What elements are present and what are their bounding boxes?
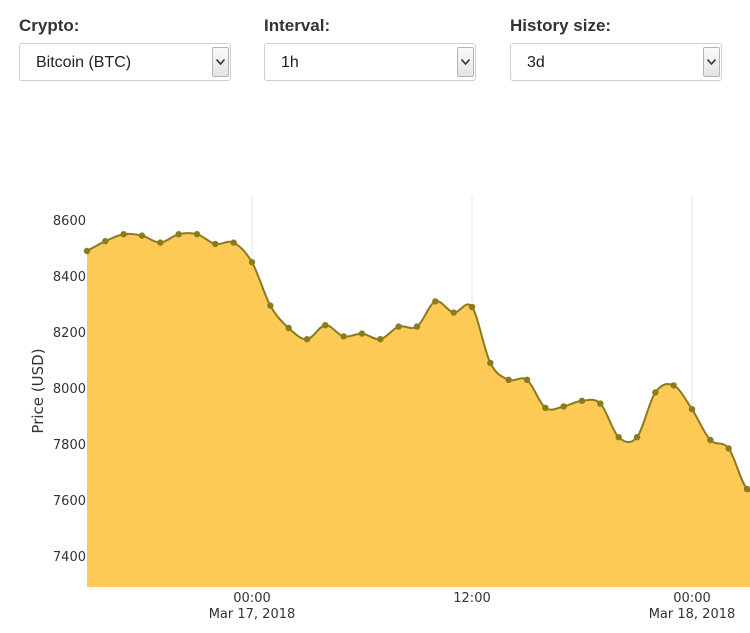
data-point — [120, 231, 127, 238]
x-tick-label: 12:00 — [453, 591, 490, 606]
data-point — [413, 323, 421, 330]
data-point — [248, 259, 256, 266]
data-point — [450, 309, 457, 316]
y-tick-label: 8000 — [53, 382, 86, 397]
data-point — [432, 298, 439, 305]
price-area — [87, 233, 750, 587]
interval-select-value: 1h — [281, 54, 299, 71]
y-tick-label: 7600 — [53, 494, 86, 509]
data-point — [578, 397, 586, 404]
data-point — [487, 359, 494, 367]
y-axis: 7400 7600 7800 8000 8200 8400 8600 — [53, 214, 86, 565]
data-point — [377, 336, 384, 343]
history-label: History size: — [510, 16, 612, 35]
data-point — [707, 436, 714, 444]
y-tick-label: 8200 — [53, 326, 86, 341]
data-point — [523, 376, 531, 383]
crypto-select-value: Bitcoin (BTC) — [36, 54, 132, 71]
data-point — [597, 400, 604, 407]
data-point — [615, 434, 622, 441]
x-tick-sublabel: Mar 18, 2018 — [649, 607, 736, 622]
data-point — [652, 389, 659, 396]
data-point — [542, 404, 549, 411]
interval-select[interactable]: 1h — [264, 43, 476, 81]
data-point — [303, 336, 311, 343]
data-point — [633, 434, 641, 441]
data-point — [175, 231, 182, 238]
data-point — [670, 382, 677, 389]
data-point — [267, 302, 274, 309]
data-point — [212, 240, 219, 248]
data-point — [322, 322, 329, 329]
chevron-down-icon[interactable] — [457, 47, 474, 77]
x-tick-sublabel: Mar 17, 2018 — [209, 607, 296, 622]
data-point — [743, 485, 750, 493]
interval-label: Interval: — [264, 16, 331, 35]
data-point — [340, 333, 347, 340]
x-tick-label: 00:00 — [233, 591, 270, 606]
history-select-value: 3d — [527, 54, 545, 71]
data-point — [505, 376, 512, 383]
data-point — [688, 406, 696, 413]
data-point — [560, 403, 567, 410]
crypto-label: Crypto: — [19, 16, 80, 35]
y-tick-label: 7400 — [53, 550, 86, 565]
history-select[interactable]: 3d — [510, 43, 722, 81]
y-tick-label: 8600 — [53, 214, 86, 229]
data-point — [83, 247, 91, 255]
data-point — [725, 445, 732, 452]
data-point — [138, 232, 146, 239]
chevron-down-icon[interactable] — [212, 47, 229, 77]
crypto-select[interactable]: Bitcoin (BTC) — [19, 43, 231, 81]
data-point — [230, 239, 237, 246]
x-tick-label: 00:00 — [673, 591, 710, 606]
y-axis-title: Price (USD) — [29, 348, 47, 433]
data-point — [193, 231, 201, 238]
chevron-down-icon[interactable] — [703, 47, 720, 77]
data-point — [395, 323, 402, 330]
data-point — [285, 324, 292, 332]
data-point — [102, 238, 109, 245]
data-point — [157, 239, 164, 246]
y-tick-label: 7800 — [53, 438, 86, 453]
y-tick-label: 8400 — [53, 270, 86, 285]
data-point — [358, 330, 366, 337]
data-point — [468, 303, 476, 311]
price-markers — [83, 231, 750, 493]
